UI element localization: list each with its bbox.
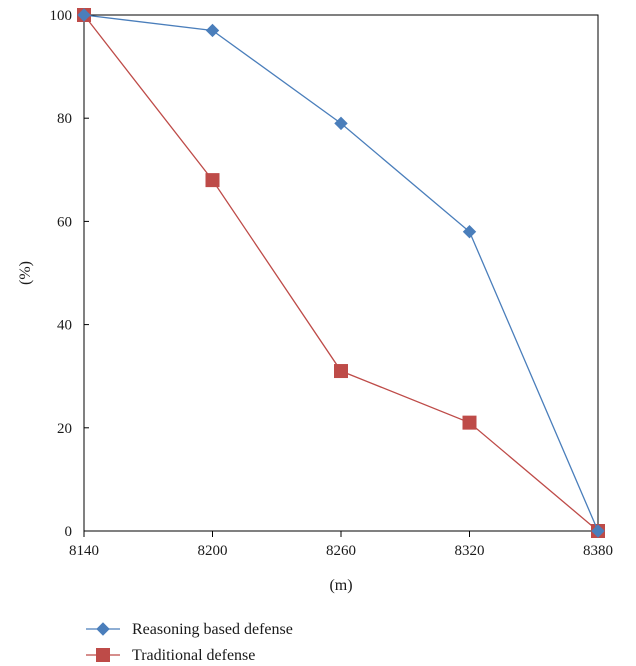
plot-border (83, 14, 599, 532)
series-traditional (77, 8, 605, 538)
y-axis-ticks: 0 20 40 60 80 100 (50, 8, 89, 540)
x-tick-label: 8320 (455, 543, 485, 559)
x-tick-label: 8260 (326, 543, 356, 559)
data-point-reasoning (77, 8, 91, 22)
legend-item-traditional: Traditional defense (86, 647, 255, 664)
x-axis-label: (m) (329, 577, 352, 594)
legend: Reasoning based defense Traditional defen… (86, 621, 293, 664)
x-axis-ticks: 8140 8200 8260 8320 8380 (69, 531, 613, 559)
data-point-traditional (205, 173, 220, 188)
y-tick-label: 40 (57, 318, 72, 334)
data-point-traditional (462, 415, 477, 430)
data-point-reasoning (462, 225, 477, 239)
plot-area (83, 14, 599, 532)
y-axis-label: (%) (17, 261, 34, 285)
y-tick-label: 20 (57, 421, 72, 437)
legend-label-reasoning: Reasoning based defense (132, 621, 293, 638)
legend-label-traditional: Traditional defense (132, 647, 255, 664)
series-layer (77, 8, 605, 538)
legend-marker-traditional (96, 648, 110, 662)
y-tick-label: 100 (50, 8, 73, 24)
data-point-reasoning (334, 116, 348, 131)
data-point-reasoning (205, 23, 220, 38)
legend-item-reasoning: Reasoning based defense (86, 621, 293, 638)
x-tick-label: 8140 (69, 543, 99, 559)
series-line-traditional (83, 14, 599, 532)
x-tick-label: 8200 (198, 543, 228, 559)
series-reasoning (77, 8, 605, 538)
data-point-reasoning (591, 524, 605, 538)
series-line-reasoning (83, 14, 599, 532)
y-tick-label: 80 (57, 111, 72, 127)
y-tick-label: 60 (57, 214, 72, 230)
y-tick-label: 0 (65, 524, 73, 540)
data-point-traditional (334, 364, 348, 379)
x-tick-label: 8380 (583, 543, 613, 559)
legend-marker-reasoning (96, 622, 110, 636)
